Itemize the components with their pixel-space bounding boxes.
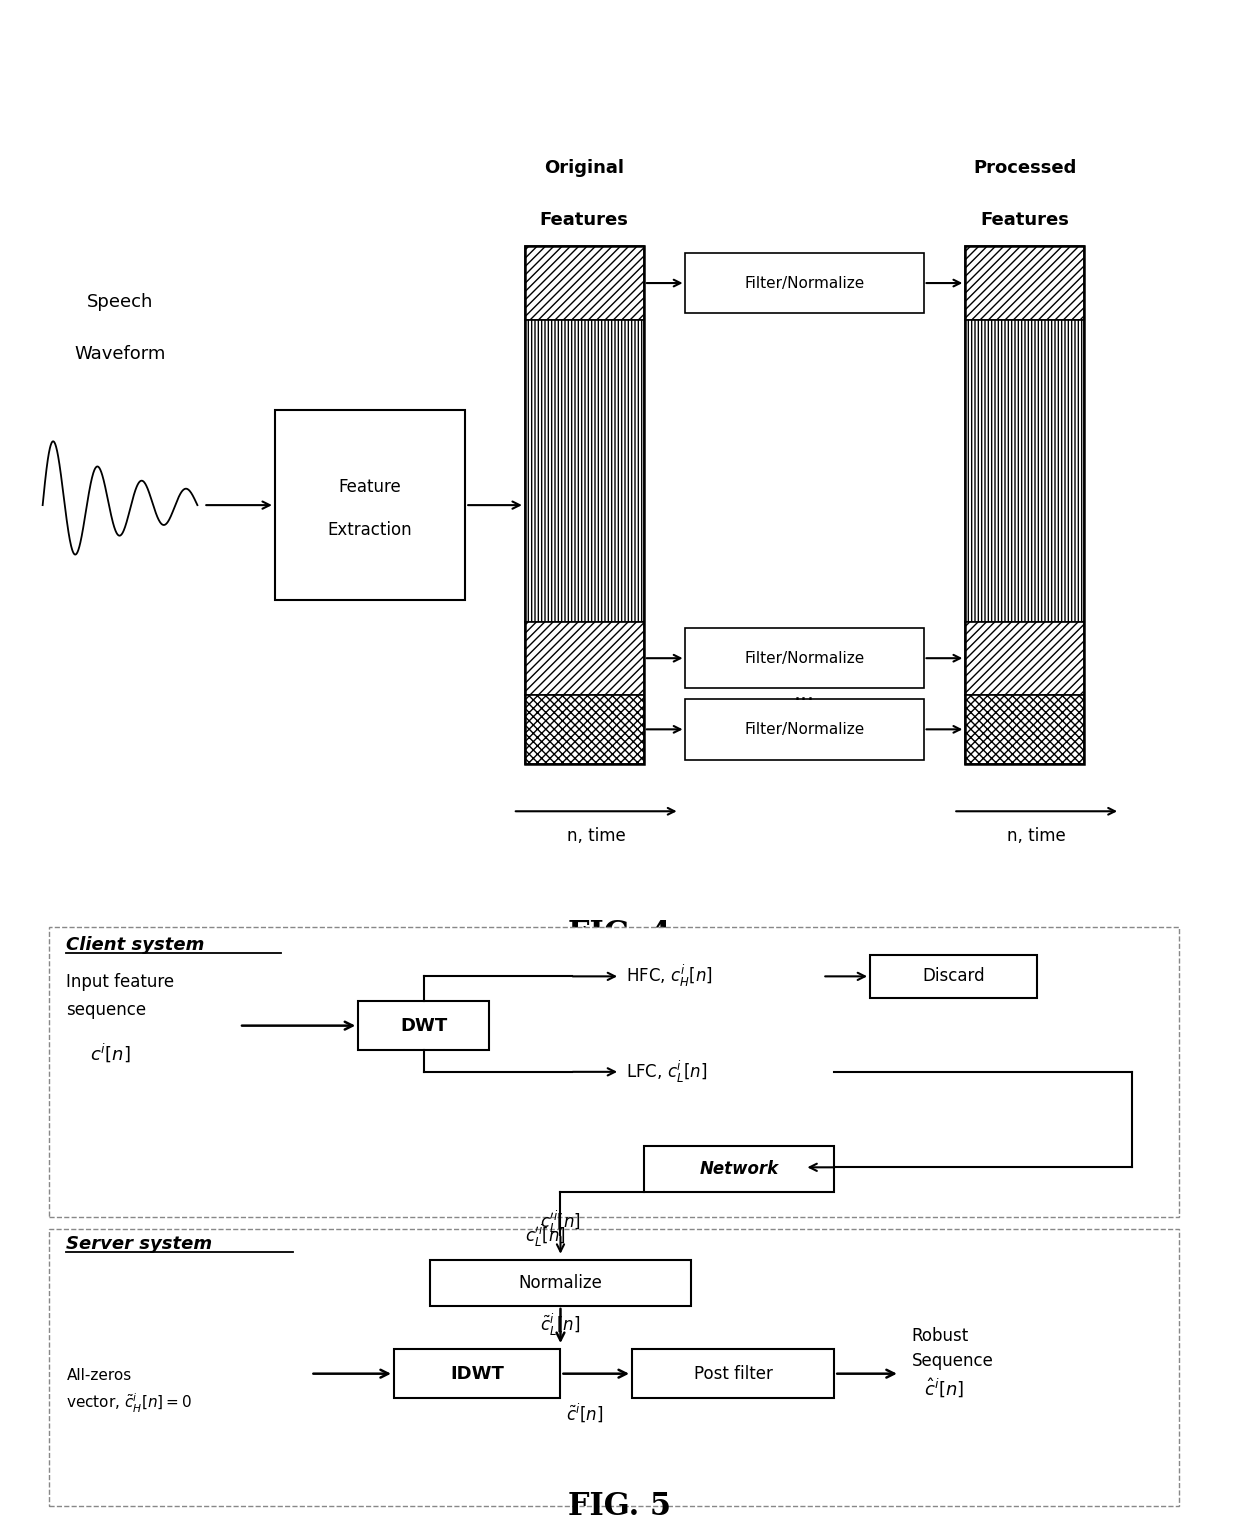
- Bar: [870, 955, 1037, 998]
- Bar: [525, 246, 644, 764]
- Text: Input feature: Input feature: [67, 973, 175, 992]
- Bar: [429, 1260, 692, 1306]
- Bar: [686, 699, 924, 759]
- Text: $c_L^{\prime i}[n]$: $c_L^{\prime i}[n]$: [539, 1209, 582, 1235]
- Text: n, time: n, time: [1007, 827, 1066, 845]
- Text: Speech: Speech: [87, 293, 154, 311]
- Text: Filter/Normalize: Filter/Normalize: [744, 276, 864, 291]
- Text: Sequence: Sequence: [911, 1352, 993, 1371]
- Text: Post filter: Post filter: [693, 1364, 773, 1383]
- Text: vector, $\tilde{c}_H^i[n]{=}0$: vector, $\tilde{c}_H^i[n]{=}0$: [67, 1392, 192, 1415]
- Text: HFC, $c^i_H[n]$: HFC, $c^i_H[n]$: [626, 962, 713, 990]
- Text: FIG. 4: FIG. 4: [568, 919, 672, 950]
- Bar: [965, 695, 1084, 764]
- Bar: [358, 1001, 489, 1050]
- Text: All-zeros: All-zeros: [67, 1368, 131, 1383]
- Bar: [686, 628, 924, 688]
- Bar: [48, 927, 1179, 1217]
- Bar: [48, 1229, 1179, 1506]
- Bar: [965, 246, 1084, 764]
- Text: Features: Features: [981, 211, 1069, 229]
- Text: $c^i[n]$: $c^i[n]$: [91, 1041, 131, 1064]
- Text: $\tilde{c}_L^i[n]$: $\tilde{c}_L^i[n]$: [541, 1312, 580, 1338]
- Bar: [965, 246, 1084, 320]
- Text: Features: Features: [539, 211, 629, 229]
- Text: Client system: Client system: [67, 936, 205, 955]
- Text: Original: Original: [544, 159, 624, 177]
- Text: $\hat{c}^i[n]$: $\hat{c}^i[n]$: [924, 1377, 963, 1400]
- Bar: [525, 320, 644, 622]
- Bar: [965, 622, 1084, 695]
- Text: Filter/Normalize: Filter/Normalize: [744, 722, 864, 736]
- Text: Network: Network: [699, 1160, 779, 1178]
- Bar: [525, 695, 644, 764]
- Text: $\tilde{c}^i[n]$: $\tilde{c}^i[n]$: [567, 1401, 604, 1424]
- Text: IDWT: IDWT: [450, 1364, 505, 1383]
- Text: n, time: n, time: [567, 827, 625, 845]
- Text: Filter/Normalize: Filter/Normalize: [744, 651, 864, 665]
- Text: Robust: Robust: [911, 1327, 968, 1346]
- Bar: [275, 410, 465, 601]
- Text: Feature: Feature: [339, 479, 402, 496]
- Bar: [525, 246, 644, 320]
- Text: Extraction: Extraction: [327, 522, 413, 539]
- Text: FIG. 5: FIG. 5: [568, 1491, 672, 1522]
- Bar: [686, 253, 924, 313]
- Text: sequence: sequence: [67, 1001, 146, 1019]
- Text: $c_L^{\prime i}[n]$: $c_L^{\prime i}[n]$: [525, 1223, 565, 1249]
- Text: Discard: Discard: [923, 967, 985, 986]
- Text: DWT: DWT: [401, 1016, 448, 1035]
- Bar: [394, 1349, 560, 1398]
- Bar: [644, 1146, 835, 1192]
- Text: Processed: Processed: [973, 159, 1076, 177]
- Bar: [965, 320, 1084, 622]
- Bar: [525, 622, 644, 695]
- Bar: [632, 1349, 835, 1398]
- Text: ...: ...: [794, 684, 815, 704]
- Text: Server system: Server system: [67, 1235, 212, 1254]
- Text: Normalize: Normalize: [518, 1274, 603, 1292]
- Text: Waveform: Waveform: [74, 345, 166, 362]
- Text: LFC, $c^i_L[n]$: LFC, $c^i_L[n]$: [626, 1058, 707, 1086]
